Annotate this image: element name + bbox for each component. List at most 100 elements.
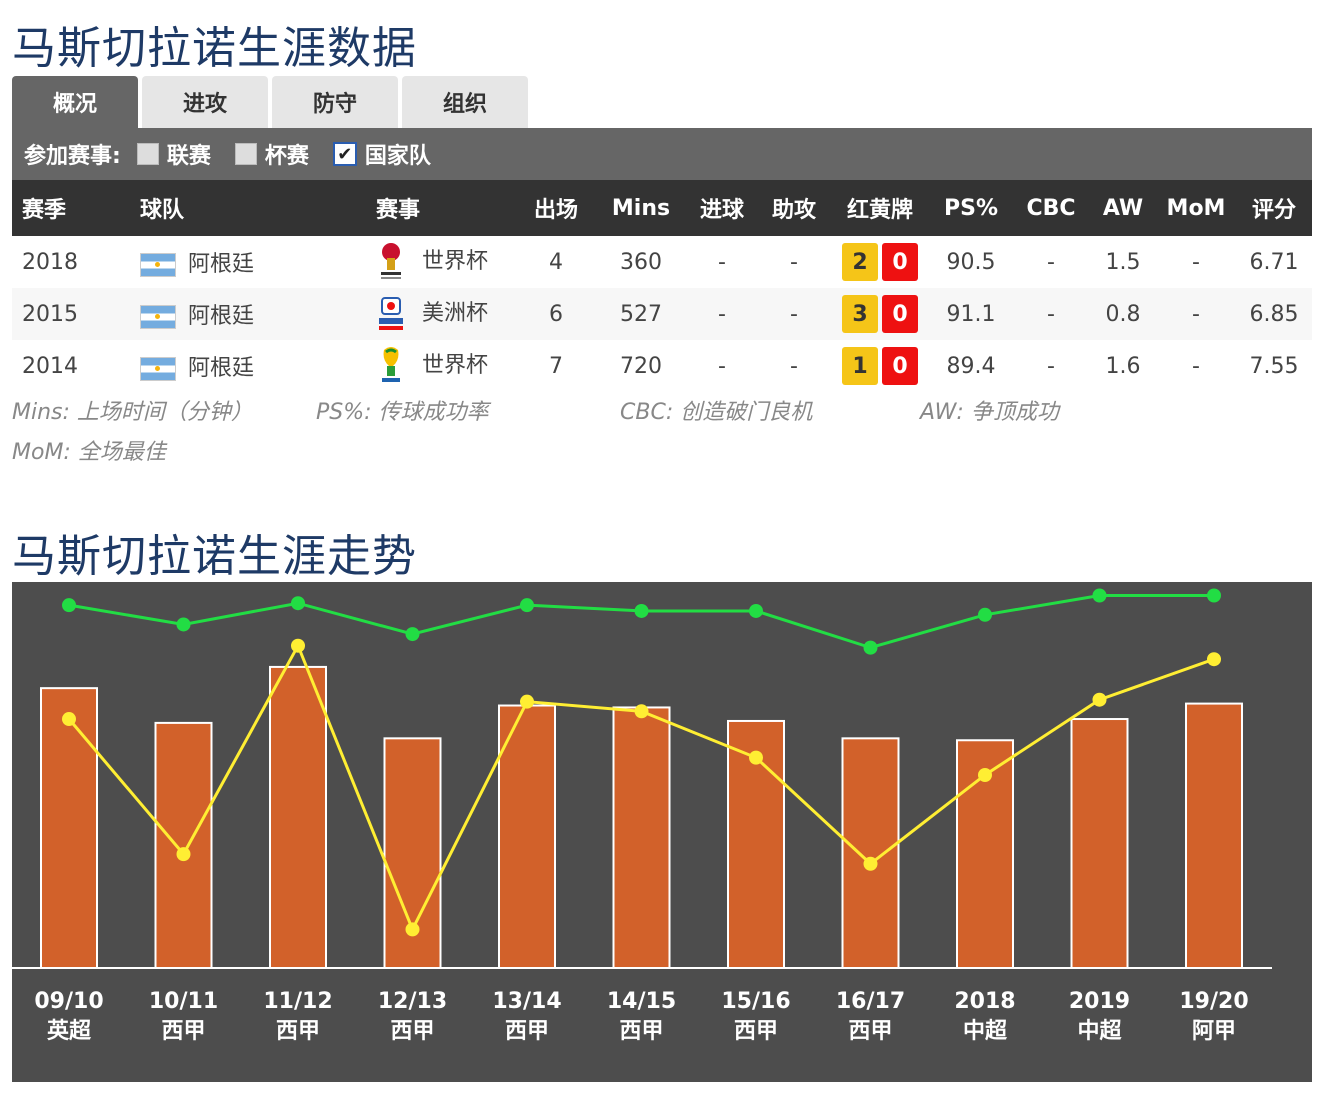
copa-america-logo-icon <box>379 297 403 330</box>
yellow-series-point <box>62 712 76 727</box>
cell-aw: 0.8 <box>1090 288 1156 340</box>
cell-ps: 90.5 <box>946 249 996 275</box>
filter-league-checkbox[interactable]: 联赛 <box>136 138 211 170</box>
page-title: 马斯切拉诺生涯数据 <box>12 23 417 74</box>
cell-season: 2014 <box>22 353 78 379</box>
cell-team[interactable]: 阿根廷 <box>130 340 366 392</box>
x-tick-league: 英超 <box>47 1019 92 1044</box>
x-tick-league: 西甲 <box>734 1019 778 1044</box>
tab-defense[interactable]: 防守 <box>272 76 398 128</box>
col-header-apps[interactable]: 出场 <box>516 180 596 236</box>
green-series-point <box>405 627 420 642</box>
col-header-team[interactable]: 球队 <box>130 180 366 236</box>
yellow-series-point <box>978 768 992 782</box>
tab-overview[interactable]: 概况 <box>12 76 138 128</box>
x-tick-league: 中超 <box>963 1019 1008 1044</box>
x-tick-season: 14/15 <box>607 989 676 1014</box>
x-tick-league: 阿甲 <box>1192 1019 1236 1044</box>
yellow-series-point <box>520 694 534 709</box>
x-tick-season: 12/13 <box>378 989 447 1014</box>
yellow-series-point <box>863 856 878 871</box>
x-tick-league: 西甲 <box>161 1019 205 1044</box>
career-trend-chart: 09/10 英超 10/11 西甲 11/12 西甲 12/13 西甲 13/14 西甲 14/15… <box>12 582 1312 1082</box>
checkbox-national-team[interactable]: ✔ <box>332 142 357 166</box>
green-series-point <box>62 598 76 613</box>
chart-bar <box>1070 718 1129 969</box>
tab-attack[interactable]: 进攻 <box>142 76 268 128</box>
checkbox-league-label: 联赛 <box>166 144 211 169</box>
tab-bar: 概况 进攻 防守 组织 <box>12 76 528 128</box>
col-header-rating[interactable]: 评分 <box>1236 180 1312 236</box>
cell-team[interactable]: 阿根廷 <box>130 236 366 288</box>
cell-apps: 7 <box>549 353 563 379</box>
note-mins: Mins: 上场时间（分钟） <box>12 400 253 425</box>
col-header-mins[interactable]: Mins <box>596 180 686 236</box>
cell-competition[interactable]: 世界杯 <box>366 340 516 392</box>
cell-competition[interactable]: 美洲杯 <box>366 288 516 340</box>
red-card-count: 0 <box>882 295 918 333</box>
green-series-point <box>863 640 878 655</box>
table-header-row: 赛季 球队 赛事 出场 Mins 进球 助攻 红黄牌 PS% CBC AW Mo… <box>12 180 1312 236</box>
cell-aw: 1.5 <box>1105 249 1141 275</box>
tab-organize[interactable]: 组织 <box>402 76 528 128</box>
checkbox-cup[interactable] <box>234 143 257 165</box>
cell-assists: - <box>758 288 830 340</box>
world-cup-2014-logo-icon <box>382 347 400 382</box>
checkbox-cup-label: 杯赛 <box>264 144 309 169</box>
col-header-ps[interactable]: PS% <box>930 180 1012 236</box>
yellow-series-point <box>1092 692 1107 707</box>
x-tick-season: 19/20 <box>1179 989 1248 1014</box>
trend-chart-svg: 09/10 英超 10/11 西甲 11/12 西甲 12/13 西甲 13/14 西甲 14/15… <box>12 588 1272 1044</box>
cell-competition[interactable]: 世界杯 <box>366 236 516 288</box>
x-tick-season: 2018 <box>954 989 1015 1014</box>
chart-bar <box>269 665 327 969</box>
x-tick-season: 11/12 <box>263 989 332 1014</box>
col-header-mom[interactable]: MoM <box>1156 180 1236 236</box>
x-tick-season: 2019 <box>1069 989 1130 1014</box>
filter-label: 参加赛事: <box>24 144 121 169</box>
green-series-point <box>749 603 763 618</box>
argentina-flag-icon <box>140 305 176 329</box>
note-aw: AW: 争顶成功 <box>920 400 1059 425</box>
cell-rating: 7.55 <box>1249 353 1299 379</box>
green-series-point <box>1207 588 1221 603</box>
team-name: 阿根廷 <box>188 304 255 329</box>
cell-cbc: - <box>1047 249 1055 275</box>
career-stats-table: 赛季 球队 赛事 出场 Mins 进球 助攻 红黄牌 PS% CBC AW Mo… <box>12 180 1312 392</box>
col-header-season[interactable]: 赛季 <box>12 180 130 236</box>
col-header-goals[interactable]: 进球 <box>686 180 758 236</box>
chart-bar <box>841 737 900 969</box>
note-ps: PS%: 传球成功率 <box>316 400 489 425</box>
col-header-cbc[interactable]: CBC <box>1012 180 1090 236</box>
green-series-point <box>291 596 305 611</box>
x-tick-league: 中超 <box>1077 1019 1122 1044</box>
x-tick-league: 西甲 <box>619 1019 663 1044</box>
x-tick-season: 10/11 <box>149 989 218 1014</box>
competition-filter-bar: 参加赛事: 联赛 杯赛 ✔ 国家队 <box>12 128 1312 180</box>
argentina-flag-icon <box>140 253 176 277</box>
cell-goals: - <box>718 249 726 275</box>
col-header-cards[interactable]: 红黄牌 <box>830 180 930 236</box>
competition-name: 世界杯 <box>422 353 489 378</box>
green-series-point <box>176 617 191 632</box>
cell-apps: 4 <box>549 249 563 275</box>
cell-season: 2015 <box>12 288 130 340</box>
x-tick-season: 15/16 <box>721 989 790 1014</box>
note-cbc: CBC: 创造破门良机 <box>620 400 813 425</box>
col-header-assists[interactable]: 助攻 <box>758 180 830 236</box>
filter-cup-checkbox[interactable]: 杯赛 <box>234 138 309 170</box>
col-header-competition[interactable]: 赛事 <box>366 180 516 236</box>
filter-national-team-checkbox[interactable]: ✔ 国家队 <box>332 138 431 170</box>
col-header-aw[interactable]: AW <box>1090 180 1156 236</box>
yellow-series-point <box>176 847 191 862</box>
cell-team[interactable]: 阿根廷 <box>130 288 366 340</box>
cell-mom: - <box>1192 353 1200 379</box>
checkbox-league[interactable] <box>136 143 159 165</box>
yellow-card-count: 2 <box>842 243 878 281</box>
checkbox-national-team-label: 国家队 <box>364 144 431 169</box>
argentina-flag-icon <box>140 357 176 381</box>
